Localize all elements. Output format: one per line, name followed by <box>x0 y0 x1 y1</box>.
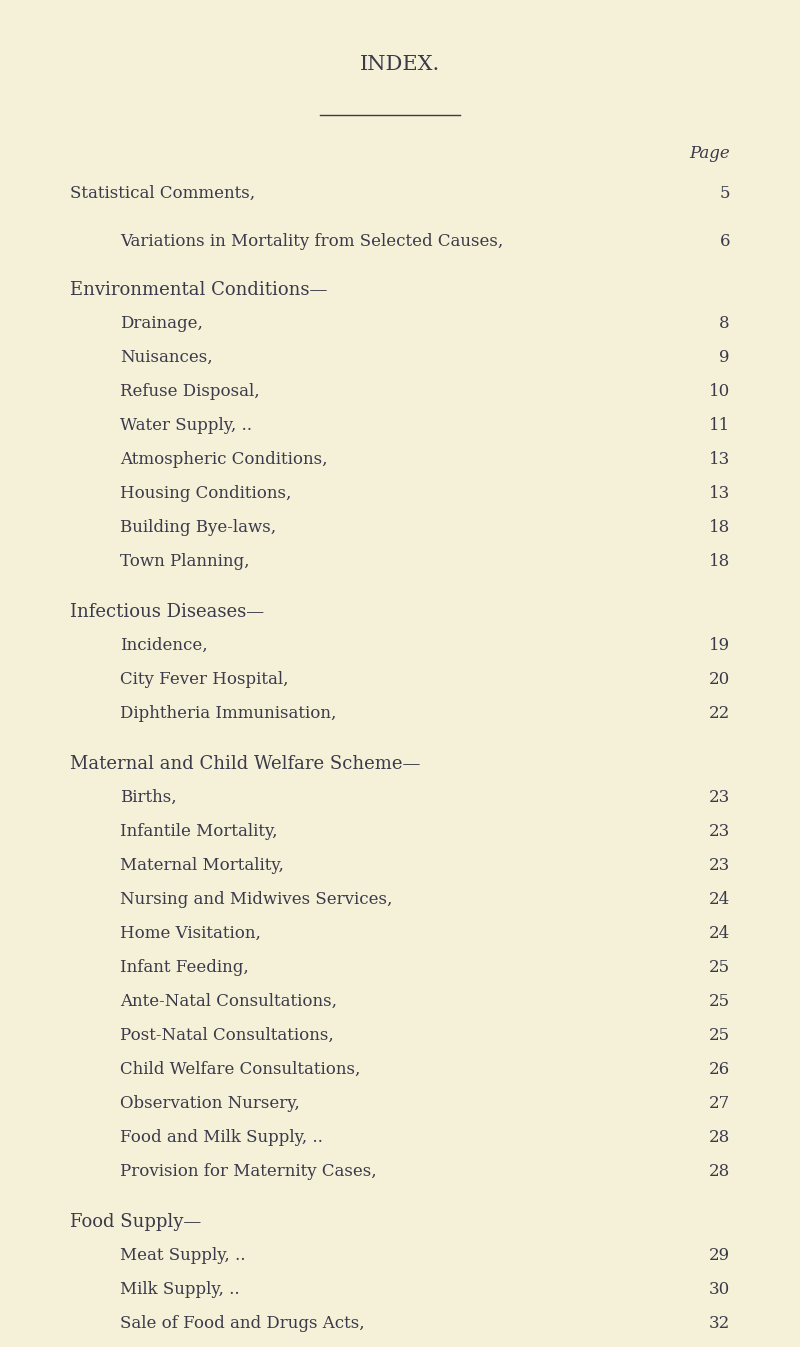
Text: Drainage,: Drainage, <box>120 315 203 331</box>
Text: Infant Feeding,: Infant Feeding, <box>120 959 249 977</box>
Text: Observation Nursery,: Observation Nursery, <box>120 1095 300 1113</box>
Text: Page: Page <box>690 145 730 162</box>
Text: 29: 29 <box>709 1247 730 1263</box>
Text: 18: 18 <box>709 519 730 536</box>
Text: Food and Milk Supply, ..: Food and Milk Supply, .. <box>120 1129 323 1146</box>
Text: Water Supply, ..: Water Supply, .. <box>120 418 252 434</box>
Text: 23: 23 <box>709 823 730 841</box>
Text: 23: 23 <box>709 789 730 806</box>
Text: 5: 5 <box>719 185 730 202</box>
Text: Atmospheric Conditions,: Atmospheric Conditions, <box>120 451 327 467</box>
Text: 22: 22 <box>709 704 730 722</box>
Text: 32: 32 <box>709 1315 730 1332</box>
Text: 27: 27 <box>709 1095 730 1113</box>
Text: Nursing and Midwives Services,: Nursing and Midwives Services, <box>120 890 392 908</box>
Text: Milk Supply, ..: Milk Supply, .. <box>120 1281 240 1299</box>
Text: 9: 9 <box>719 349 730 366</box>
Text: 6: 6 <box>719 233 730 251</box>
Text: Infectious Diseases—: Infectious Diseases— <box>70 603 264 621</box>
Text: 24: 24 <box>709 925 730 942</box>
Text: Provision for Maternity Cases,: Provision for Maternity Cases, <box>120 1162 377 1180</box>
Text: Nuisances,: Nuisances, <box>120 349 213 366</box>
Text: 11: 11 <box>709 418 730 434</box>
Text: Maternal Mortality,: Maternal Mortality, <box>120 857 284 874</box>
Text: 8: 8 <box>719 315 730 331</box>
Text: 18: 18 <box>709 554 730 570</box>
Text: Home Visitation,: Home Visitation, <box>120 925 261 942</box>
Text: 30: 30 <box>709 1281 730 1299</box>
Text: City Fever Hospital,: City Fever Hospital, <box>120 671 289 688</box>
Text: Maternal and Child Welfare Scheme—: Maternal and Child Welfare Scheme— <box>70 756 420 773</box>
Text: Town Planning,: Town Planning, <box>120 554 250 570</box>
Text: Environmental Conditions—: Environmental Conditions— <box>70 282 327 299</box>
Text: Diphtheria Immunisation,: Diphtheria Immunisation, <box>120 704 336 722</box>
Text: Housing Conditions,: Housing Conditions, <box>120 485 291 502</box>
Text: Statistical Comments,: Statistical Comments, <box>70 185 255 202</box>
Text: 20: 20 <box>709 671 730 688</box>
Text: Births,: Births, <box>120 789 177 806</box>
Text: Sale of Food and Drugs Acts,: Sale of Food and Drugs Acts, <box>120 1315 365 1332</box>
Text: 19: 19 <box>709 637 730 655</box>
Text: 13: 13 <box>709 485 730 502</box>
Text: 10: 10 <box>709 383 730 400</box>
Text: 23: 23 <box>709 857 730 874</box>
Text: Food Supply—: Food Supply— <box>70 1214 202 1231</box>
Text: Variations in Mortality from Selected Causes,: Variations in Mortality from Selected Ca… <box>120 233 503 251</box>
Text: 24: 24 <box>709 890 730 908</box>
Text: 25: 25 <box>709 959 730 977</box>
Text: Child Welfare Consultations,: Child Welfare Consultations, <box>120 1061 360 1078</box>
Text: Meat Supply, ..: Meat Supply, .. <box>120 1247 246 1263</box>
Text: Incidence,: Incidence, <box>120 637 208 655</box>
Text: 28: 28 <box>709 1129 730 1146</box>
Text: 25: 25 <box>709 1026 730 1044</box>
Text: Building Bye-laws,: Building Bye-laws, <box>120 519 276 536</box>
Text: INDEX.: INDEX. <box>360 55 440 74</box>
Text: Ante-Natal Consultations,: Ante-Natal Consultations, <box>120 993 337 1010</box>
Text: Infantile Mortality,: Infantile Mortality, <box>120 823 278 841</box>
Text: 26: 26 <box>709 1061 730 1078</box>
Text: Post-Natal Consultations,: Post-Natal Consultations, <box>120 1026 334 1044</box>
Text: 28: 28 <box>709 1162 730 1180</box>
Text: 25: 25 <box>709 993 730 1010</box>
Text: Refuse Disposal,: Refuse Disposal, <box>120 383 260 400</box>
Text: 13: 13 <box>709 451 730 467</box>
